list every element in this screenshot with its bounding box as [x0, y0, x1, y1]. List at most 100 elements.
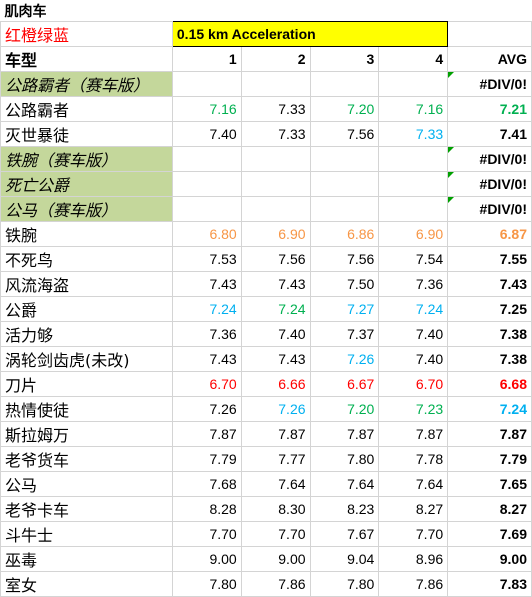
- avg-cell[interactable]: 7.38: [447, 321, 532, 347]
- run-cell[interactable]: [378, 146, 449, 172]
- run-cell[interactable]: 7.43: [240, 346, 311, 372]
- run-cell[interactable]: 7.87: [171, 421, 242, 447]
- run-cell[interactable]: 7.54: [378, 246, 449, 272]
- run-cell[interactable]: [171, 71, 242, 97]
- run-cell[interactable]: 7.70: [378, 521, 449, 547]
- avg-cell[interactable]: 8.27: [447, 496, 532, 522]
- run-cell[interactable]: 7.40: [240, 321, 311, 347]
- run-cell[interactable]: 6.90: [378, 221, 449, 247]
- run-cell[interactable]: 6.86: [309, 221, 380, 247]
- car-name-cell[interactable]: 铁腕: [0, 221, 173, 247]
- run-cell[interactable]: [171, 196, 242, 222]
- run-cell[interactable]: 7.80: [171, 571, 242, 597]
- run-cell[interactable]: [378, 71, 449, 97]
- run-cell[interactable]: 7.16: [171, 96, 242, 122]
- run-cell[interactable]: [240, 196, 311, 222]
- header-avg[interactable]: AVG: [447, 46, 532, 72]
- run-cell[interactable]: 7.50: [309, 271, 380, 297]
- run-cell[interactable]: 7.40: [171, 121, 242, 147]
- car-name-cell[interactable]: 公路霸者: [0, 96, 173, 122]
- car-name-cell[interactable]: 老爷卡车: [0, 496, 173, 522]
- run-cell[interactable]: 7.24: [171, 296, 242, 322]
- run-cell[interactable]: 7.36: [378, 271, 449, 297]
- run-cell[interactable]: [240, 71, 311, 97]
- avg-cell[interactable]: 7.79: [447, 446, 532, 472]
- run-cell[interactable]: [171, 146, 242, 172]
- avg-cell[interactable]: #DIV/0!: [447, 171, 532, 197]
- avg-cell[interactable]: 7.25: [447, 296, 532, 322]
- run-cell[interactable]: 7.86: [240, 571, 311, 597]
- header-run-2[interactable]: 2: [240, 46, 311, 72]
- run-cell[interactable]: 7.80: [309, 571, 380, 597]
- car-name-cell[interactable]: 不死鸟: [0, 246, 173, 272]
- run-cell[interactable]: 7.20: [309, 96, 380, 122]
- run-cell[interactable]: 7.56: [309, 246, 380, 272]
- run-cell[interactable]: 8.96: [378, 546, 449, 572]
- run-cell[interactable]: 7.64: [309, 471, 380, 497]
- run-cell[interactable]: 7.24: [378, 296, 449, 322]
- avg-cell[interactable]: 7.69: [447, 521, 532, 547]
- run-cell[interactable]: 8.28: [171, 496, 242, 522]
- run-cell[interactable]: 7.68: [171, 471, 242, 497]
- header-run-1[interactable]: 1: [171, 46, 242, 72]
- run-cell[interactable]: 6.80: [171, 221, 242, 247]
- run-cell[interactable]: 6.66: [240, 371, 311, 397]
- run-cell[interactable]: 7.79: [171, 446, 242, 472]
- car-name-cell[interactable]: 巫毒: [0, 546, 173, 572]
- car-name-cell[interactable]: 斯拉姆万: [0, 421, 173, 447]
- avg-cell[interactable]: 9.00: [447, 546, 532, 572]
- car-name-cell[interactable]: 老爷货车: [0, 446, 173, 472]
- run-cell[interactable]: 7.33: [378, 121, 449, 147]
- run-cell[interactable]: 7.80: [309, 446, 380, 472]
- car-name-cell[interactable]: 涡轮剑齿虎(未改): [0, 346, 173, 372]
- color-legend[interactable]: 红橙绿蓝: [0, 21, 173, 47]
- run-cell[interactable]: 7.24: [240, 296, 311, 322]
- run-cell[interactable]: 6.70: [378, 371, 449, 397]
- run-cell[interactable]: 9.00: [240, 546, 311, 572]
- run-cell[interactable]: 7.77: [240, 446, 311, 472]
- avg-cell[interactable]: 7.65: [447, 471, 532, 497]
- avg-cell[interactable]: 7.55: [447, 246, 532, 272]
- run-cell[interactable]: 7.26: [171, 396, 242, 422]
- run-cell[interactable]: 6.70: [171, 371, 242, 397]
- run-cell[interactable]: [309, 171, 380, 197]
- run-cell[interactable]: [309, 71, 380, 97]
- run-cell[interactable]: 7.56: [309, 121, 380, 147]
- car-name-cell[interactable]: 铁腕（赛车版）: [0, 146, 173, 172]
- car-name-cell[interactable]: 刀片: [0, 371, 173, 397]
- header-run-3[interactable]: 3: [309, 46, 380, 72]
- car-name-cell[interactable]: 公爵: [0, 296, 173, 322]
- avg-cell[interactable]: #DIV/0!: [447, 71, 532, 97]
- run-cell[interactable]: 7.78: [378, 446, 449, 472]
- run-cell[interactable]: 8.23: [309, 496, 380, 522]
- car-name-cell[interactable]: 斗牛士: [0, 521, 173, 547]
- avg-cell[interactable]: 7.83: [447, 571, 532, 597]
- avg-cell[interactable]: 7.21: [447, 96, 532, 122]
- car-name-cell[interactable]: 灭世暴徒: [0, 121, 173, 147]
- run-cell[interactable]: [240, 171, 311, 197]
- run-cell[interactable]: 8.27: [378, 496, 449, 522]
- run-cell[interactable]: 7.70: [171, 521, 242, 547]
- run-cell[interactable]: 7.20: [309, 396, 380, 422]
- run-cell[interactable]: [309, 196, 380, 222]
- run-cell[interactable]: 7.26: [240, 396, 311, 422]
- run-cell[interactable]: 7.43: [240, 271, 311, 297]
- avg-cell[interactable]: 7.41: [447, 121, 532, 147]
- header-name[interactable]: 车型: [0, 46, 173, 72]
- run-cell[interactable]: 7.87: [240, 421, 311, 447]
- run-cell[interactable]: 7.86: [378, 571, 449, 597]
- run-cell[interactable]: 7.87: [309, 421, 380, 447]
- run-cell[interactable]: 7.64: [378, 471, 449, 497]
- run-cell[interactable]: 6.67: [309, 371, 380, 397]
- run-cell[interactable]: 7.37: [309, 321, 380, 347]
- car-name-cell[interactable]: 室女: [0, 571, 173, 597]
- run-cell[interactable]: 7.64: [240, 471, 311, 497]
- run-cell[interactable]: 7.70: [240, 521, 311, 547]
- run-cell[interactable]: [378, 171, 449, 197]
- run-cell[interactable]: [240, 146, 311, 172]
- run-cell[interactable]: 7.43: [171, 346, 242, 372]
- sheet-title[interactable]: 肌肉车: [4, 3, 47, 20]
- run-cell[interactable]: 7.87: [378, 421, 449, 447]
- run-cell[interactable]: 7.26: [309, 346, 380, 372]
- run-cell[interactable]: 7.23: [378, 396, 449, 422]
